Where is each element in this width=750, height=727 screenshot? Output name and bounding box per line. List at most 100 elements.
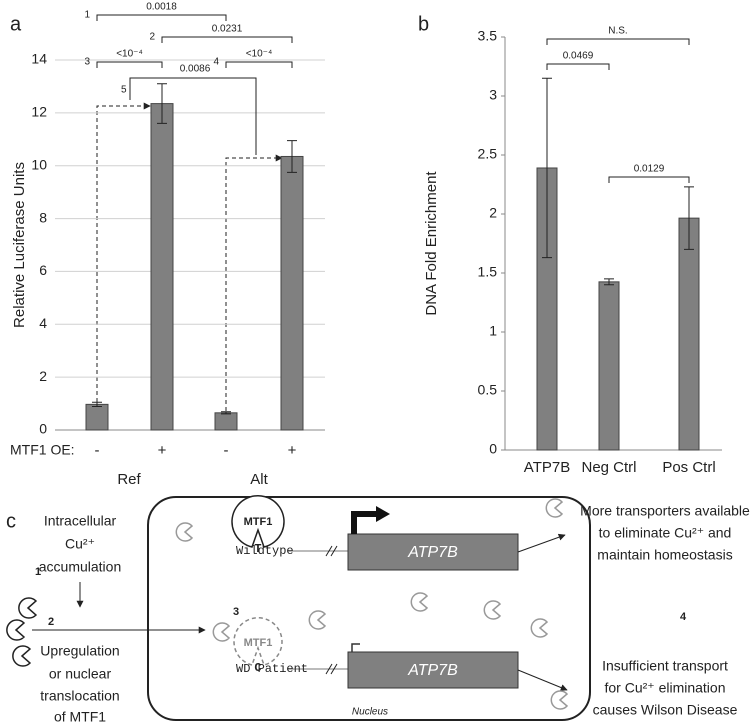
genotype-label: Wildtype [236, 544, 294, 558]
gene-box [347, 651, 519, 689]
comparison-number: 1 [84, 10, 90, 21]
copper-icon [6, 619, 26, 641]
error-bar [287, 140, 297, 173]
step-text: Upregulation [40, 643, 119, 659]
comparison-bracket [608, 176, 690, 183]
copper-icon [212, 622, 231, 642]
y-tick-label: 14 [31, 51, 47, 67]
outcome-text: maintain homeostasis [597, 547, 732, 563]
x-tick-label: Neg Ctrl [581, 459, 636, 476]
comparison-bracket [546, 63, 610, 70]
x-tick-label: - [95, 442, 100, 459]
comparison-label: 0.0129 [634, 164, 665, 175]
y-axis-label: DNA Fold Enrichment [423, 171, 440, 316]
y-tick-label: 0 [39, 421, 47, 437]
error-bar [221, 411, 231, 415]
x-tick-label: - [224, 442, 229, 459]
promoter-arrow-head [376, 506, 390, 522]
x-tick-label: + [288, 442, 297, 459]
panel-label: c [6, 510, 16, 532]
x-axis-label: MTF1 OE: [10, 442, 75, 458]
step-number: 4 [680, 611, 687, 623]
y-tick-label: 0 [489, 441, 497, 457]
panel-label: b [418, 13, 429, 35]
bar [214, 412, 238, 431]
y-tick-label: 10 [31, 156, 47, 172]
mtf1-unbound [233, 617, 283, 666]
group-label: Ref [117, 471, 141, 488]
comparison-bracket [129, 77, 257, 155]
step-text: translocation [40, 688, 119, 704]
x-tick-label: + [158, 442, 167, 459]
break-mark [325, 663, 338, 675]
promoter-arrow [351, 511, 376, 534]
gene-box [347, 533, 519, 571]
copper-icon [18, 597, 38, 619]
y-axis-label: Relative Luciferase Units [11, 162, 28, 328]
y-tick-label: 4 [39, 315, 47, 331]
outcome-text: for Cu²⁺ elimination [605, 680, 726, 696]
error-bar [542, 77, 552, 259]
error-bar [157, 83, 167, 124]
copper-icon [12, 645, 32, 667]
base-label: C [254, 661, 261, 675]
comparison-number: 3 [84, 57, 90, 68]
comparison-label: 0.0086 [180, 64, 211, 75]
step-text: accumulation [39, 559, 122, 575]
bar [85, 403, 109, 431]
comparison-label: 0.0231 [212, 24, 243, 35]
arrow [517, 669, 568, 691]
mtf1-bound [231, 494, 285, 548]
comparison-number: 5 [121, 85, 127, 96]
diagram [6, 494, 591, 721]
factor-label: MTF1 [244, 637, 273, 649]
step-text: of MTF1 [54, 709, 106, 725]
comparison-number: 2 [149, 32, 155, 43]
step-text: Intracellular [44, 513, 117, 529]
copper-icon [530, 618, 549, 638]
y-tick-label: 8 [39, 209, 47, 225]
base-label: T [254, 542, 261, 556]
group-label: Alt [250, 471, 268, 488]
outcome-text: to eliminate Cu²⁺ and [599, 525, 732, 541]
comparison-label: 0.0469 [563, 51, 594, 62]
x-tick-label: ATP7B [524, 459, 570, 476]
nucleus-box [147, 496, 591, 721]
comparison-bracket [161, 36, 293, 43]
comparison-bracket [225, 61, 293, 68]
comparison-label: N.S. [608, 26, 627, 37]
error-bar [92, 401, 102, 407]
copper-icons [6, 597, 38, 667]
copper-icon [550, 690, 569, 710]
comparison-bracket [546, 38, 690, 45]
dashed-arrow [225, 154, 283, 425]
outcome-text: causes Wilson Disease [593, 702, 738, 718]
y-tick-label: 2.5 [478, 146, 498, 162]
comparison-bracket [96, 14, 227, 21]
step-text: Cu²⁺ [65, 536, 95, 552]
compartment-label: Nucleus [352, 707, 388, 718]
bar [150, 103, 174, 431]
copper-icon [308, 610, 327, 630]
step-number: 1 [35, 566, 41, 578]
y-tick-label: 6 [39, 262, 47, 278]
copper-icons [175, 498, 569, 710]
y-tick-label: 3.5 [478, 28, 498, 44]
comparison-bracket [96, 61, 163, 68]
bar [598, 281, 620, 451]
panel-label: a [10, 13, 22, 35]
comparison-number: 4 [213, 57, 219, 68]
y-tick-label: 1 [489, 323, 497, 339]
comparison-label: <10⁻⁴ [116, 49, 143, 60]
y-tick-label: 2 [39, 368, 47, 384]
promoter-arrow [351, 643, 360, 652]
x-tick-label: Pos Ctrl [662, 459, 715, 476]
y-tick-label: 2 [489, 205, 497, 221]
step-number: 2 [48, 616, 54, 628]
gene-label: ATP7B [407, 544, 458, 561]
step-text: or nuclear [49, 666, 112, 682]
copper-icon [545, 498, 564, 518]
arrow [517, 533, 566, 553]
outcome-text: Insufficient transport [602, 658, 728, 674]
